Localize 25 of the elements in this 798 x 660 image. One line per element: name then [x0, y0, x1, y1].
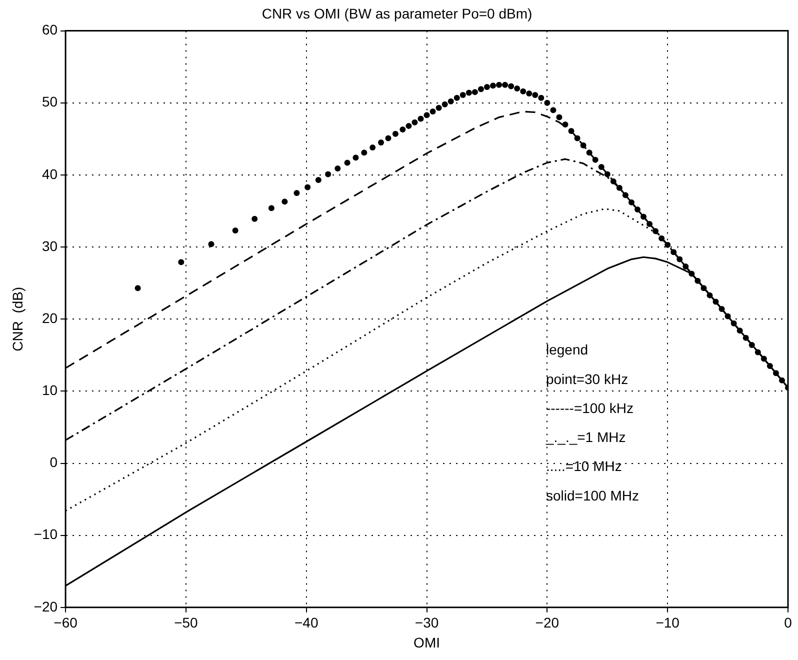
y-axis-title: CNR (dB): [9, 286, 26, 352]
x-tick-label: −40: [294, 614, 318, 631]
y-tick-label: 40: [42, 166, 58, 182]
x-tick-label: −50: [174, 614, 198, 631]
annotation: point=30 kHz: [546, 370, 628, 387]
annotation: _._._=1 MHz: [544, 429, 626, 446]
annotation: solid=100 MHz: [546, 487, 639, 504]
x-tick-label: −10: [656, 614, 680, 631]
annotation: ------=100 kHz: [546, 400, 634, 416]
annotation: legend: [546, 342, 588, 358]
y-tick-label: 50: [42, 94, 58, 110]
y-tick-label: 60: [42, 22, 58, 38]
y-tick-label: 10: [42, 382, 58, 398]
x-tick-label: −30: [414, 614, 439, 631]
y-tick-label: −10: [34, 526, 58, 542]
y-tick-label: 30: [42, 238, 58, 254]
x-tick-label: 0: [784, 614, 792, 631]
y-tick-label: 0: [50, 454, 58, 470]
y-tick-label: 20: [42, 310, 58, 326]
x-tick-label: −20: [535, 614, 560, 631]
y-tick-label: −20: [34, 598, 58, 614]
x-tick-label: −60: [54, 614, 78, 631]
annotation: .....=10 MHz: [546, 458, 622, 474]
chart-title: CNR vs OMI (BW as parameter Po=0 dBm): [262, 5, 532, 22]
x-axis-title: OMI: [414, 634, 440, 650]
